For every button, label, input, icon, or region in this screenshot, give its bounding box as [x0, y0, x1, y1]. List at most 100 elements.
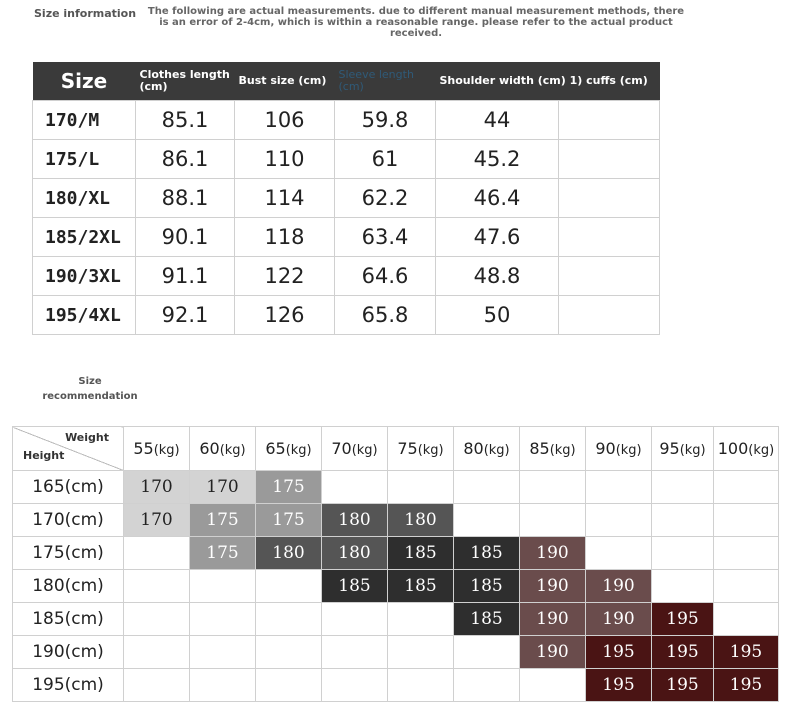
- empty-cell: [387, 470, 454, 504]
- empty-cell: [453, 635, 520, 669]
- measurement-cell: 85.1: [135, 100, 235, 140]
- weight-unit: (kg): [483, 443, 510, 458]
- weight-column-header: 70(kg): [321, 426, 388, 471]
- recommended-size-cell: 180: [321, 536, 388, 570]
- corner-cell: Weight Height: [12, 426, 124, 471]
- empty-cell: [519, 470, 586, 504]
- measurement-cell: [558, 256, 660, 296]
- measurement-cell: [558, 139, 660, 179]
- recommended-size-cell: 180: [387, 503, 454, 537]
- weight-column-header: 90(kg): [585, 426, 652, 471]
- size-label-cell: 170/M: [32, 100, 136, 140]
- size-row: 185/2XL 90.1 118 63.4 47.6: [32, 217, 660, 257]
- recommended-size-cell: 195: [585, 635, 652, 669]
- measurement-cell: [558, 178, 660, 218]
- recommended-size-cell: 195: [651, 668, 714, 702]
- empty-cell: [713, 536, 779, 570]
- empty-cell: [123, 635, 190, 669]
- recommended-size-cell: 175: [255, 503, 322, 537]
- height-row-header: 190(cm): [12, 635, 124, 669]
- measurement-cell: 90.1: [135, 217, 235, 257]
- empty-cell: [387, 602, 454, 636]
- empty-cell: [519, 503, 586, 537]
- empty-cell: [123, 668, 190, 702]
- measurement-cell: 47.6: [435, 217, 559, 257]
- recommended-size-cell: 190: [519, 602, 586, 636]
- height-row: 165(cm) 170 170 175: [12, 470, 779, 504]
- measurement-cell: 126: [234, 295, 335, 335]
- recommended-size-cell: 185: [453, 602, 520, 636]
- empty-cell: [321, 668, 388, 702]
- weight-column-header: 65(kg): [255, 426, 322, 471]
- empty-cell: [123, 536, 190, 570]
- weight-axis-label: Weight: [65, 431, 109, 444]
- recommended-size-cell: 185: [387, 569, 454, 603]
- height-row: 190(cm) 190 195 195 195: [12, 635, 779, 669]
- height-row-header: 165(cm): [12, 470, 124, 504]
- measurement-cell: 46.4: [435, 178, 559, 218]
- size-information-label: Size information: [34, 7, 137, 20]
- weight-unit: (kg): [549, 443, 576, 458]
- clothes-length-header: Clothes length (cm): [135, 62, 235, 101]
- weight-value: 80: [463, 439, 484, 458]
- recommended-size-cell: 170: [189, 470, 256, 504]
- empty-cell: [651, 503, 714, 537]
- weight-value: 90: [595, 439, 616, 458]
- recommended-size-cell: 195: [651, 602, 714, 636]
- measurement-cell: [558, 100, 660, 140]
- size-row: 170/M 85.1 106 59.8 44: [32, 100, 660, 140]
- measurement-cell: [558, 217, 660, 257]
- empty-cell: [123, 602, 190, 636]
- recommended-size-cell: 190: [519, 536, 586, 570]
- empty-cell: [453, 470, 520, 504]
- measurement-cell: 65.8: [334, 295, 436, 335]
- weight-unit: (kg): [219, 443, 246, 458]
- measurement-cell: 64.6: [334, 256, 436, 296]
- weight-unit: (kg): [417, 443, 444, 458]
- measurement-cell: 48.8: [435, 256, 559, 296]
- weight-column-header: 85(kg): [519, 426, 586, 471]
- empty-cell: [255, 635, 322, 669]
- measurement-cell: 61: [334, 139, 436, 179]
- weight-value: 95: [659, 439, 680, 458]
- measurement-cell: 44: [435, 100, 559, 140]
- measurement-cell: 45.2: [435, 139, 559, 179]
- recommended-size-cell: 180: [255, 536, 322, 570]
- recommended-size-cell: 185: [453, 536, 520, 570]
- size-row: 175/L 86.1 110 61 45.2: [32, 139, 660, 179]
- recommended-size-cell: 185: [453, 569, 520, 603]
- recommended-size-cell: 185: [387, 536, 454, 570]
- weight-unit: (kg): [748, 443, 775, 458]
- empty-cell: [585, 536, 652, 570]
- recommended-size-cell: 195: [585, 668, 652, 702]
- size-recommendation-label: Size recommendation: [42, 376, 138, 402]
- shoulder-width-header: Shoulder width (cm) 1) cuffs (cm): [435, 62, 660, 101]
- empty-cell: [713, 503, 779, 537]
- empty-cell: [585, 503, 652, 537]
- recommended-size-cell: 170: [123, 470, 190, 504]
- height-row-header: 180(cm): [12, 569, 124, 603]
- size-chart-header-row: Size Clothes length (cm) Bust size (cm) …: [32, 62, 660, 101]
- empty-cell: [189, 635, 256, 669]
- empty-cell: [713, 470, 779, 504]
- recommended-size-cell: 190: [585, 602, 652, 636]
- weight-value: 75: [397, 439, 418, 458]
- size-label-cell: 185/2XL: [32, 217, 136, 257]
- empty-cell: [189, 668, 256, 702]
- recommended-size-cell: 195: [713, 668, 779, 702]
- weight-column-header: 100(kg): [713, 426, 779, 471]
- height-row-header: 175(cm): [12, 536, 124, 570]
- empty-cell: [651, 569, 714, 603]
- weight-value: 55: [133, 439, 154, 458]
- measurement-cell: 88.1: [135, 178, 235, 218]
- recommended-size-cell: 190: [519, 569, 586, 603]
- empty-cell: [651, 536, 714, 570]
- size-row: 195/4XL 92.1 126 65.8 50: [32, 295, 660, 335]
- height-axis-label: Height: [23, 449, 65, 462]
- weight-value: 65: [265, 439, 286, 458]
- empty-cell: [651, 470, 714, 504]
- empty-cell: [255, 569, 322, 603]
- measurement-cell: 106: [234, 100, 335, 140]
- measurement-note: The following are actual measurements. d…: [147, 6, 685, 39]
- empty-cell: [453, 668, 520, 702]
